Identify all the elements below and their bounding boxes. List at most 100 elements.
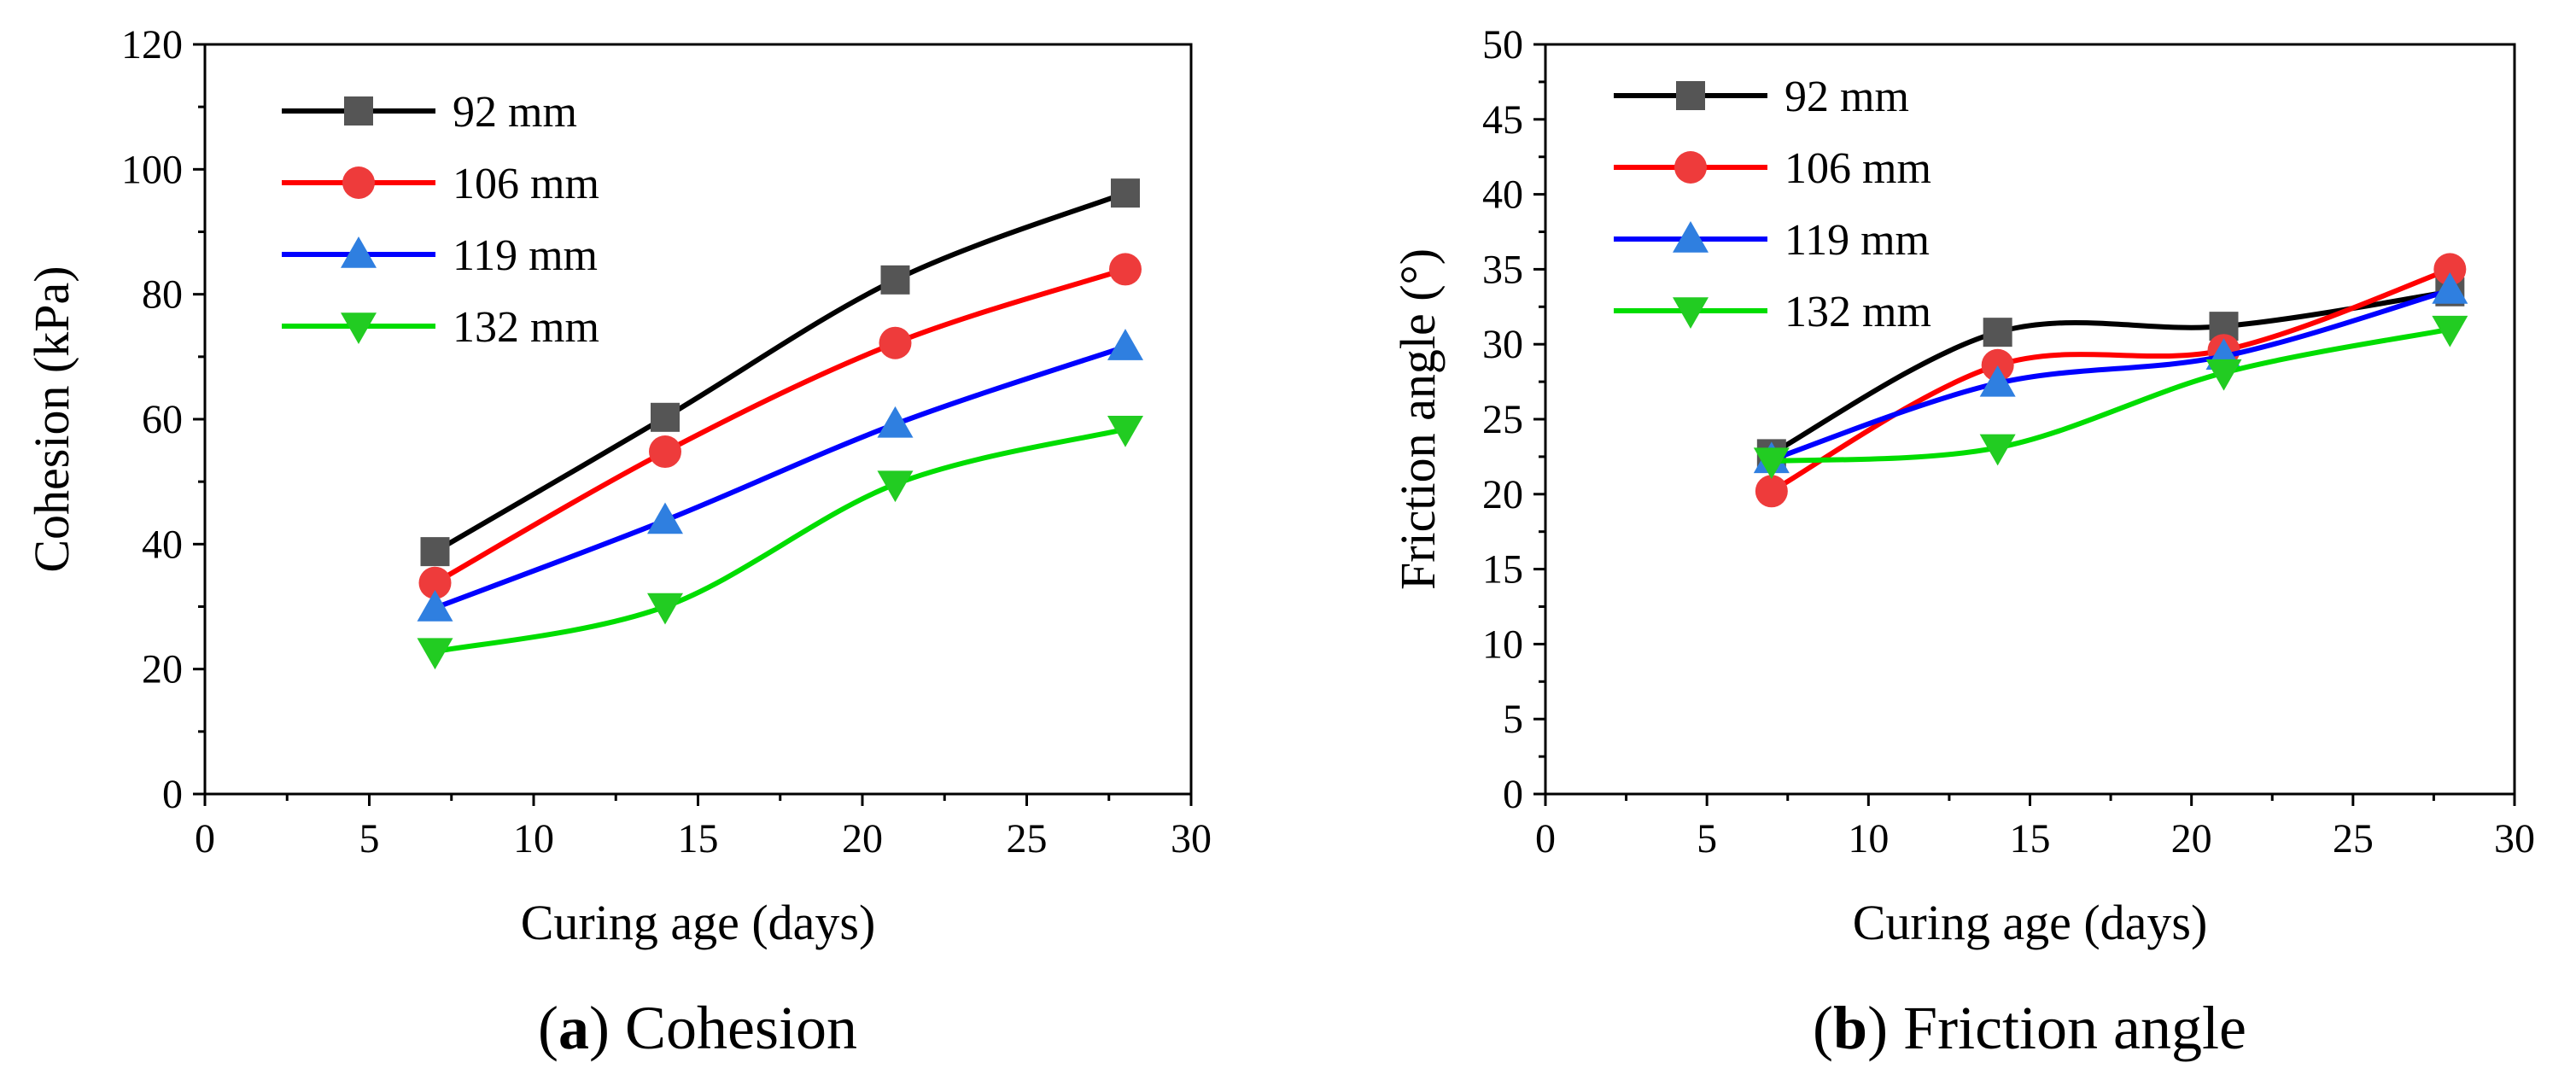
series-line: [1771, 326, 2450, 464]
data-point: [1979, 365, 2016, 397]
caption-letter: b: [1833, 994, 1867, 1062]
y-tick-label: 0: [162, 772, 183, 817]
series-line: [434, 426, 1126, 655]
data-point: [417, 589, 453, 622]
y-tick-label: 40: [1482, 172, 1523, 218]
x-tick-label: 20: [842, 816, 883, 861]
data-point: [1107, 329, 1143, 360]
data-point: [877, 470, 914, 503]
data-point: [651, 402, 680, 432]
data-point: [1983, 318, 2012, 347]
legend-marker: [1674, 151, 1707, 184]
legend-item: 119 mm: [1614, 216, 1930, 265]
legend-label: 119 mm: [1785, 216, 1930, 265]
y-tick-label: 25: [1482, 397, 1523, 442]
data-point: [417, 638, 453, 670]
x-tick-label: 15: [678, 816, 719, 861]
panel-a-cohesion-chart: 0 5 10 15 20 25 30 0 20 40 60 80 100 120 Curing age (d…: [24, 22, 1212, 1062]
x-tick-label: 5: [359, 816, 380, 861]
legend-label: 132 mm: [1785, 288, 1931, 336]
y-tick-label: 10: [1482, 622, 1523, 667]
legend-item: 119 mm: [282, 231, 598, 280]
data-point: [879, 326, 912, 359]
caption-title: Cohesion: [625, 994, 857, 1062]
legend-label: 119 mm: [453, 231, 598, 280]
y-tick-label: 5: [1503, 697, 1523, 742]
legend-marker: [341, 312, 377, 344]
legend-marker: [341, 236, 377, 268]
data-point: [2205, 359, 2242, 391]
legend-label: 92 mm: [1785, 73, 1909, 121]
legend-item: 132 mm: [282, 303, 599, 352]
plot-frame: [203, 43, 1193, 796]
legend: 92 mm 106 mm 119 mm 132 mm: [1614, 73, 1931, 336]
data-point: [1753, 447, 1790, 480]
legend-item: 106 mm: [1614, 144, 1931, 193]
data-point: [418, 566, 452, 599]
y-tick-label: 100: [121, 147, 183, 192]
data-point: [647, 593, 683, 625]
data-point: [2432, 272, 2468, 304]
y-tick-label: 20: [142, 647, 183, 692]
legend-marker: [1676, 81, 1705, 110]
x-tick-label: 30: [1171, 816, 1212, 861]
data-point: [647, 502, 683, 534]
x-tick-label: 15: [2010, 816, 2051, 861]
y-axis-title: Cohesion (kPa): [24, 266, 79, 572]
series-92-mm: [420, 178, 1140, 567]
series-line: [434, 266, 1126, 586]
y-tick-label: 120: [121, 22, 183, 67]
data-point: [877, 406, 914, 438]
data-point: [880, 265, 910, 295]
series-132-mm: [1753, 315, 2468, 480]
data-point: [420, 537, 450, 567]
x-tick-label: 5: [1697, 816, 1717, 861]
x-tick-label: 25: [2333, 816, 2374, 861]
y-tick-label: 30: [1482, 322, 1523, 367]
panel-b-friction-angle-chart: 0 5 10 15 20 25 30 0 5 10 15 20 25 30 35 40 45 50 Curing a…: [1390, 22, 2535, 1062]
series-line: [1770, 288, 2451, 463]
x-tick-label: 10: [1848, 816, 1889, 861]
legend-marker: [342, 166, 375, 199]
caption-title: Friction angle: [1903, 994, 2246, 1062]
legend-item: 92 mm: [1614, 73, 1909, 121]
legend-label: 106 mm: [453, 160, 599, 208]
data-point: [1111, 178, 1140, 208]
data-point: [1981, 348, 2014, 382]
series-106-mm: [418, 253, 1142, 599]
series-119-mm: [417, 329, 1143, 622]
data-point: [649, 435, 681, 469]
x-tick-label: 25: [1007, 816, 1048, 861]
x-tick-label: 0: [1535, 816, 1556, 861]
y-tick-label: 40: [142, 522, 183, 567]
legend: 92 mm 106 mm 119 mm 132 mm: [282, 88, 599, 352]
x-tick-label: 20: [2171, 816, 2212, 861]
y-axis-title: Friction angle (°): [1390, 248, 1446, 590]
panel-caption: (b) Friction angle: [1813, 994, 2246, 1062]
y-tick-label: 15: [1482, 547, 1523, 593]
data-point: [1755, 475, 1788, 508]
data-point: [2433, 253, 2467, 286]
series-line: [433, 190, 1127, 554]
y-tick-label: 20: [1482, 472, 1523, 517]
legend-label: 106 mm: [1785, 144, 1931, 193]
x-axis-title: Curing age (days): [521, 895, 876, 950]
x-axis-title: Curing age (days): [1853, 895, 2208, 950]
data-point: [1109, 253, 1142, 286]
data-point: [2432, 315, 2468, 347]
y-tick-label: 35: [1482, 247, 1523, 292]
legend-item: 92 mm: [282, 88, 577, 137]
legend-marker: [344, 96, 373, 126]
legend-label: 132 mm: [453, 303, 599, 352]
legend-item: 106 mm: [282, 160, 599, 208]
legend-marker: [1673, 297, 1709, 329]
caption-letter: a: [558, 994, 589, 1062]
x-tick-label: 0: [195, 816, 215, 861]
panel-caption: (a) Cohesion: [538, 994, 857, 1062]
series-line: [1770, 266, 2451, 493]
legend-marker: [1673, 221, 1709, 253]
y-tick-label: 50: [1482, 22, 1523, 67]
data-point: [1107, 415, 1143, 447]
x-tick-label: 10: [513, 816, 554, 861]
